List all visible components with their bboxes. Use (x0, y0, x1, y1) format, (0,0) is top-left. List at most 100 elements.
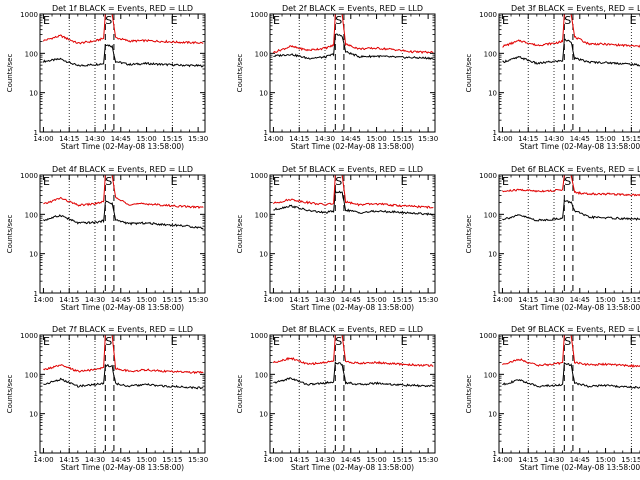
y-tick-label: 10 (29, 90, 38, 98)
panel-det-9: Det 9f BLACK = Events, RED = LLD Counts/s… (465, 325, 640, 472)
lld-series-line (502, 13, 640, 48)
plot-frame (39, 334, 206, 454)
edge-marker-label: E (43, 175, 50, 188)
x-tick-label: 15:00 (595, 296, 615, 304)
x-tick-label: 15:30 (418, 296, 438, 304)
y-tick-label: 10 (488, 90, 497, 98)
y-tick-label: 100 (25, 50, 38, 58)
panel-title: Det 3f BLACK = Events, RED = LLD (511, 4, 640, 13)
y-tick-label: 1 (264, 129, 268, 137)
y-axis-label: Counts/sec (465, 215, 473, 254)
start-marker-label: S (564, 175, 571, 188)
y-tick-label: 1000 (479, 11, 497, 19)
end-marker-label: E (171, 335, 178, 348)
y-axis-label: Counts/sec (6, 215, 14, 254)
x-tick-label: 14:15 (518, 135, 538, 143)
edge-marker-label: E (502, 335, 509, 348)
events-series-line (43, 363, 204, 390)
y-tick-label: 1000 (479, 332, 497, 340)
x-tick-label: 14:00 (492, 296, 512, 304)
events-series-line (273, 33, 434, 60)
x-tick-label: 14:15 (518, 296, 538, 304)
start-marker-label: S (564, 14, 571, 27)
panel-det-6: Det 6f BLACK = Events, RED = LLD Counts/s… (465, 165, 640, 312)
lld-series-line (272, 13, 434, 54)
lld-series-line (272, 334, 434, 367)
y-tick-label: 100 (25, 371, 38, 379)
end-marker-label: E (401, 14, 408, 27)
panel-title: Det 9f BLACK = Events, RED = LLD (511, 325, 640, 334)
x-tick-label: 14:00 (263, 135, 283, 143)
x-tick-label: 14:45 (570, 456, 590, 464)
x-tick-label: 14:15 (59, 456, 79, 464)
x-tick-label: 14:15 (59, 135, 79, 143)
x-tick-label: 15:15 (162, 135, 182, 143)
edge-marker-label: E (502, 175, 509, 188)
y-tick-label: 100 (484, 211, 497, 219)
end-marker-label: E (630, 175, 637, 188)
plot-frame (498, 174, 640, 294)
x-axis-label: Start Time (02-May-08 13:58:00) (520, 303, 640, 312)
y-tick-label: 100 (484, 371, 497, 379)
x-axis-label: Start Time (02-May-08 13:58:00) (291, 463, 414, 472)
x-tick-label: 15:15 (621, 456, 640, 464)
y-tick-label: 1 (34, 290, 38, 298)
panel-det-1: Det 1f BLACK = Events, RED = LLD Counts/s… (6, 4, 208, 151)
events-series-line (42, 44, 204, 68)
y-tick-label: 1 (264, 450, 268, 458)
x-tick-label: 15:00 (366, 135, 386, 143)
x-axis-label: Start Time (02-May-08 13:58:00) (520, 142, 640, 151)
x-tick-label: 15:00 (136, 135, 156, 143)
y-tick-label: 10 (29, 411, 38, 419)
y-tick-label: 1000 (250, 332, 268, 340)
x-axis-label: Start Time (02-May-08 13:58:00) (520, 463, 640, 472)
y-tick-label: 1 (493, 450, 497, 458)
y-tick-label: 1000 (20, 332, 38, 340)
panel-title: Det 5f BLACK = Events, RED = LLD (282, 165, 423, 174)
y-tick-label: 1 (34, 129, 38, 137)
events-series-line (273, 361, 434, 388)
y-tick-label: 10 (259, 251, 268, 259)
x-tick-label: 14:45 (111, 135, 131, 143)
edge-marker-label: E (273, 14, 280, 27)
lld-series-line (502, 174, 640, 197)
y-tick-label: 1000 (250, 172, 268, 180)
edge-marker-label: E (273, 175, 280, 188)
x-tick-label: 15:00 (595, 135, 615, 143)
panel-title: Det 2f BLACK = Events, RED = LLD (282, 4, 423, 13)
panel-det-2: Det 2f BLACK = Events, RED = LLD Counts/s… (236, 4, 438, 151)
x-tick-label: 15:15 (392, 296, 412, 304)
x-axis-label: Start Time (02-May-08 13:58:00) (291, 303, 414, 312)
x-tick-label: 14:45 (341, 135, 361, 143)
y-tick-label: 10 (29, 251, 38, 259)
x-tick-label: 15:30 (418, 456, 438, 464)
y-tick-label: 1 (264, 290, 268, 298)
x-tick-label: 14:15 (289, 296, 309, 304)
start-marker-label: S (105, 14, 112, 27)
y-tick-label: 100 (484, 50, 497, 58)
end-marker-label: E (171, 14, 178, 27)
y-tick-label: 1000 (20, 172, 38, 180)
x-tick-label: 15:00 (366, 296, 386, 304)
y-axis-label: Counts/sec (6, 375, 14, 414)
end-marker-label: E (401, 335, 408, 348)
panel-title: Det 4f BLACK = Events, RED = LLD (52, 165, 193, 174)
panel-title: Det 7f BLACK = Events, RED = LLD (52, 325, 193, 334)
x-tick-label: 15:15 (392, 456, 412, 464)
y-tick-label: 100 (25, 211, 38, 219)
events-series-line (43, 200, 204, 230)
x-tick-label: 14:45 (341, 456, 361, 464)
x-tick-label: 14:00 (263, 456, 283, 464)
y-axis-label: Counts/sec (236, 54, 244, 93)
x-tick-label: 14:00 (492, 135, 512, 143)
plot-frame (269, 13, 436, 133)
edge-marker-label: E (43, 335, 50, 348)
x-axis-label: Start Time (02-May-08 13:58:00) (291, 142, 414, 151)
x-tick-label: 14:00 (492, 456, 512, 464)
edge-marker-label: E (502, 14, 509, 27)
x-tick-label: 14:45 (341, 296, 361, 304)
x-tick-label: 14:30 (544, 456, 564, 464)
lld-series-line (502, 334, 640, 368)
panel-title: Det 1f BLACK = Events, RED = LLD (52, 4, 193, 13)
events-series-line (502, 199, 640, 222)
